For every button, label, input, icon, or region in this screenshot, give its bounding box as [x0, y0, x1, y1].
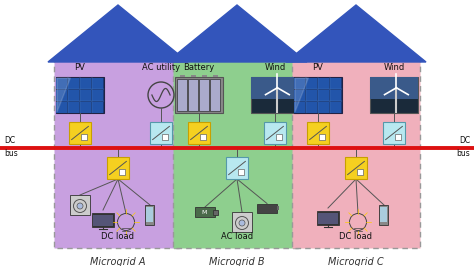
- Text: DC: DC: [459, 136, 470, 145]
- Text: Microgrid A: Microgrid A: [90, 257, 146, 266]
- Text: DC load: DC load: [339, 232, 373, 241]
- Text: DC: DC: [4, 136, 15, 145]
- Bar: [294, 77, 342, 113]
- Bar: [307, 77, 318, 89]
- Bar: [188, 79, 198, 111]
- Bar: [92, 213, 114, 227]
- Bar: [81, 77, 91, 89]
- Bar: [93, 214, 113, 226]
- FancyBboxPatch shape: [345, 157, 367, 179]
- Bar: [191, 75, 196, 77]
- Bar: [251, 77, 299, 113]
- Bar: [277, 206, 279, 210]
- Bar: [81, 102, 91, 113]
- Text: Microgrid C: Microgrid C: [328, 257, 384, 266]
- Bar: [69, 102, 80, 113]
- Bar: [257, 203, 277, 213]
- Text: DC load: DC load: [101, 232, 135, 241]
- Bar: [92, 89, 103, 101]
- Bar: [294, 77, 306, 89]
- Bar: [213, 210, 218, 214]
- Bar: [317, 211, 339, 225]
- FancyBboxPatch shape: [188, 122, 210, 144]
- Bar: [56, 89, 67, 101]
- Bar: [213, 75, 218, 77]
- Bar: [177, 79, 187, 111]
- Bar: [210, 79, 220, 111]
- Bar: [232, 212, 252, 232]
- Bar: [175, 77, 223, 113]
- Bar: [200, 134, 206, 140]
- Text: M: M: [201, 210, 207, 214]
- Bar: [180, 75, 185, 77]
- Bar: [56, 77, 67, 89]
- Bar: [294, 102, 306, 113]
- Bar: [330, 102, 341, 113]
- Bar: [69, 77, 80, 89]
- Bar: [92, 102, 103, 113]
- Bar: [162, 134, 168, 140]
- Bar: [370, 77, 418, 113]
- FancyBboxPatch shape: [150, 122, 172, 144]
- Text: Wind: Wind: [383, 63, 405, 72]
- Bar: [381, 207, 388, 222]
- Bar: [319, 77, 329, 89]
- Bar: [395, 134, 401, 140]
- Bar: [81, 89, 91, 101]
- Bar: [56, 77, 104, 113]
- Text: Wind: Wind: [264, 63, 286, 72]
- Polygon shape: [167, 5, 307, 62]
- Bar: [119, 169, 125, 174]
- FancyBboxPatch shape: [107, 157, 129, 179]
- FancyBboxPatch shape: [307, 122, 329, 144]
- Bar: [380, 205, 389, 225]
- Bar: [330, 89, 341, 101]
- Circle shape: [77, 203, 83, 209]
- Text: AC utility: AC utility: [142, 63, 180, 72]
- Bar: [318, 213, 338, 223]
- FancyBboxPatch shape: [226, 157, 248, 179]
- Bar: [276, 134, 282, 140]
- Text: Battery: Battery: [183, 63, 215, 72]
- Polygon shape: [295, 78, 309, 112]
- FancyBboxPatch shape: [54, 58, 182, 248]
- Bar: [199, 79, 209, 111]
- Bar: [81, 134, 87, 140]
- Bar: [238, 169, 244, 174]
- Bar: [357, 169, 363, 174]
- Bar: [307, 102, 318, 113]
- Bar: [330, 77, 341, 89]
- Bar: [319, 89, 329, 101]
- FancyBboxPatch shape: [264, 122, 286, 144]
- Polygon shape: [57, 78, 71, 112]
- FancyBboxPatch shape: [383, 122, 405, 144]
- Polygon shape: [286, 5, 426, 62]
- Bar: [195, 207, 215, 217]
- Polygon shape: [48, 5, 188, 62]
- Text: Microgrid B: Microgrid B: [209, 257, 265, 266]
- Bar: [294, 89, 306, 101]
- Bar: [69, 89, 80, 101]
- Bar: [56, 102, 67, 113]
- Bar: [370, 77, 418, 99]
- Text: bus: bus: [456, 149, 470, 158]
- Bar: [92, 77, 103, 89]
- Bar: [70, 195, 90, 215]
- Bar: [319, 134, 325, 140]
- Text: bus: bus: [4, 149, 18, 158]
- Bar: [319, 102, 329, 113]
- Text: PV: PV: [312, 63, 323, 72]
- FancyBboxPatch shape: [173, 58, 301, 248]
- FancyBboxPatch shape: [292, 58, 420, 248]
- Bar: [202, 75, 207, 77]
- FancyBboxPatch shape: [69, 122, 91, 144]
- Bar: [307, 89, 318, 101]
- Bar: [146, 207, 154, 222]
- Circle shape: [239, 220, 245, 226]
- Text: PV: PV: [74, 63, 85, 72]
- Bar: [146, 205, 155, 225]
- Bar: [251, 77, 299, 99]
- Text: AC load: AC load: [221, 232, 253, 241]
